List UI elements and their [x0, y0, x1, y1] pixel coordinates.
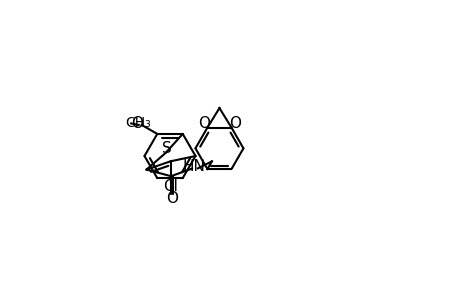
Text: O: O — [131, 116, 143, 131]
Text: HN: HN — [182, 159, 205, 174]
Text: O: O — [229, 116, 241, 131]
Text: CH₃: CH₃ — [125, 116, 151, 130]
Text: O: O — [197, 116, 209, 131]
Text: Cl: Cl — [163, 179, 178, 194]
Text: S: S — [162, 141, 172, 156]
Text: O: O — [165, 191, 177, 206]
